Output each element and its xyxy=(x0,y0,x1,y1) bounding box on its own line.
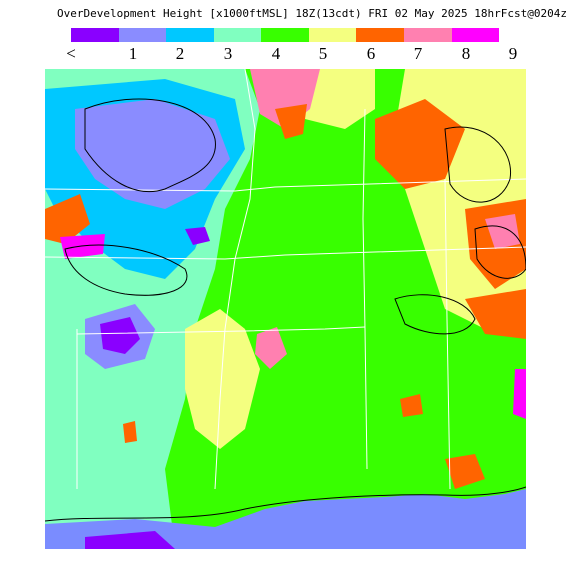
legend-swatch-8 xyxy=(451,28,500,42)
legend-swatch-1 xyxy=(118,28,167,42)
legend-swatch-0 xyxy=(71,28,119,42)
field-orange-south-2 xyxy=(445,454,485,489)
field-magenta-west xyxy=(60,234,105,259)
field-orange-south-1 xyxy=(400,394,423,417)
legend-swatch-2 xyxy=(166,28,214,42)
legend-tick-label: 9 xyxy=(508,44,518,63)
legend-tick-label: 5 xyxy=(318,44,328,63)
legend-tick-label: 2 xyxy=(175,44,185,63)
legend-swatch-4 xyxy=(261,28,309,42)
legend-tick-label: < xyxy=(66,44,76,63)
forecast-map xyxy=(45,69,526,549)
field-orange-northeast xyxy=(375,99,465,189)
coastal-purple xyxy=(85,531,175,549)
field-magenta-east xyxy=(513,369,526,419)
color-legend xyxy=(71,28,500,42)
field-orange-west xyxy=(45,194,90,244)
legend-tick-label: 8 xyxy=(461,44,471,63)
legend-swatch-7 xyxy=(403,28,452,42)
legend-tick-label: 1 xyxy=(128,44,138,63)
legend-swatch-5 xyxy=(308,28,357,42)
legend-tick-label: 4 xyxy=(271,44,281,63)
legend-tick-labels: < 1 2 3 4 5 6 7 8 9 xyxy=(0,44,572,64)
legend-swatch-6 xyxy=(356,28,404,42)
legend-swatch-3 xyxy=(213,28,262,42)
field-orange-north xyxy=(275,104,307,139)
state-boundaries xyxy=(45,69,526,490)
field-purple-west-2 xyxy=(185,227,210,245)
legend-tick-label: 3 xyxy=(223,44,233,63)
field-pink-central xyxy=(255,327,287,369)
field-blue-northwest xyxy=(75,99,230,209)
height-contours xyxy=(45,98,526,522)
field-orange-south-3 xyxy=(123,421,137,443)
legend-tick-label: 6 xyxy=(366,44,376,63)
field-orange-east-2 xyxy=(465,289,526,339)
field-yellow-central xyxy=(185,309,260,449)
map-title: OverDevelopment Height [x1000ftMSL] 18Z(… xyxy=(57,7,572,20)
legend-tick-label: 7 xyxy=(413,44,423,63)
field-pink-east xyxy=(485,214,520,249)
gulf-of-mexico xyxy=(45,489,526,549)
field-purple-west xyxy=(100,317,140,354)
